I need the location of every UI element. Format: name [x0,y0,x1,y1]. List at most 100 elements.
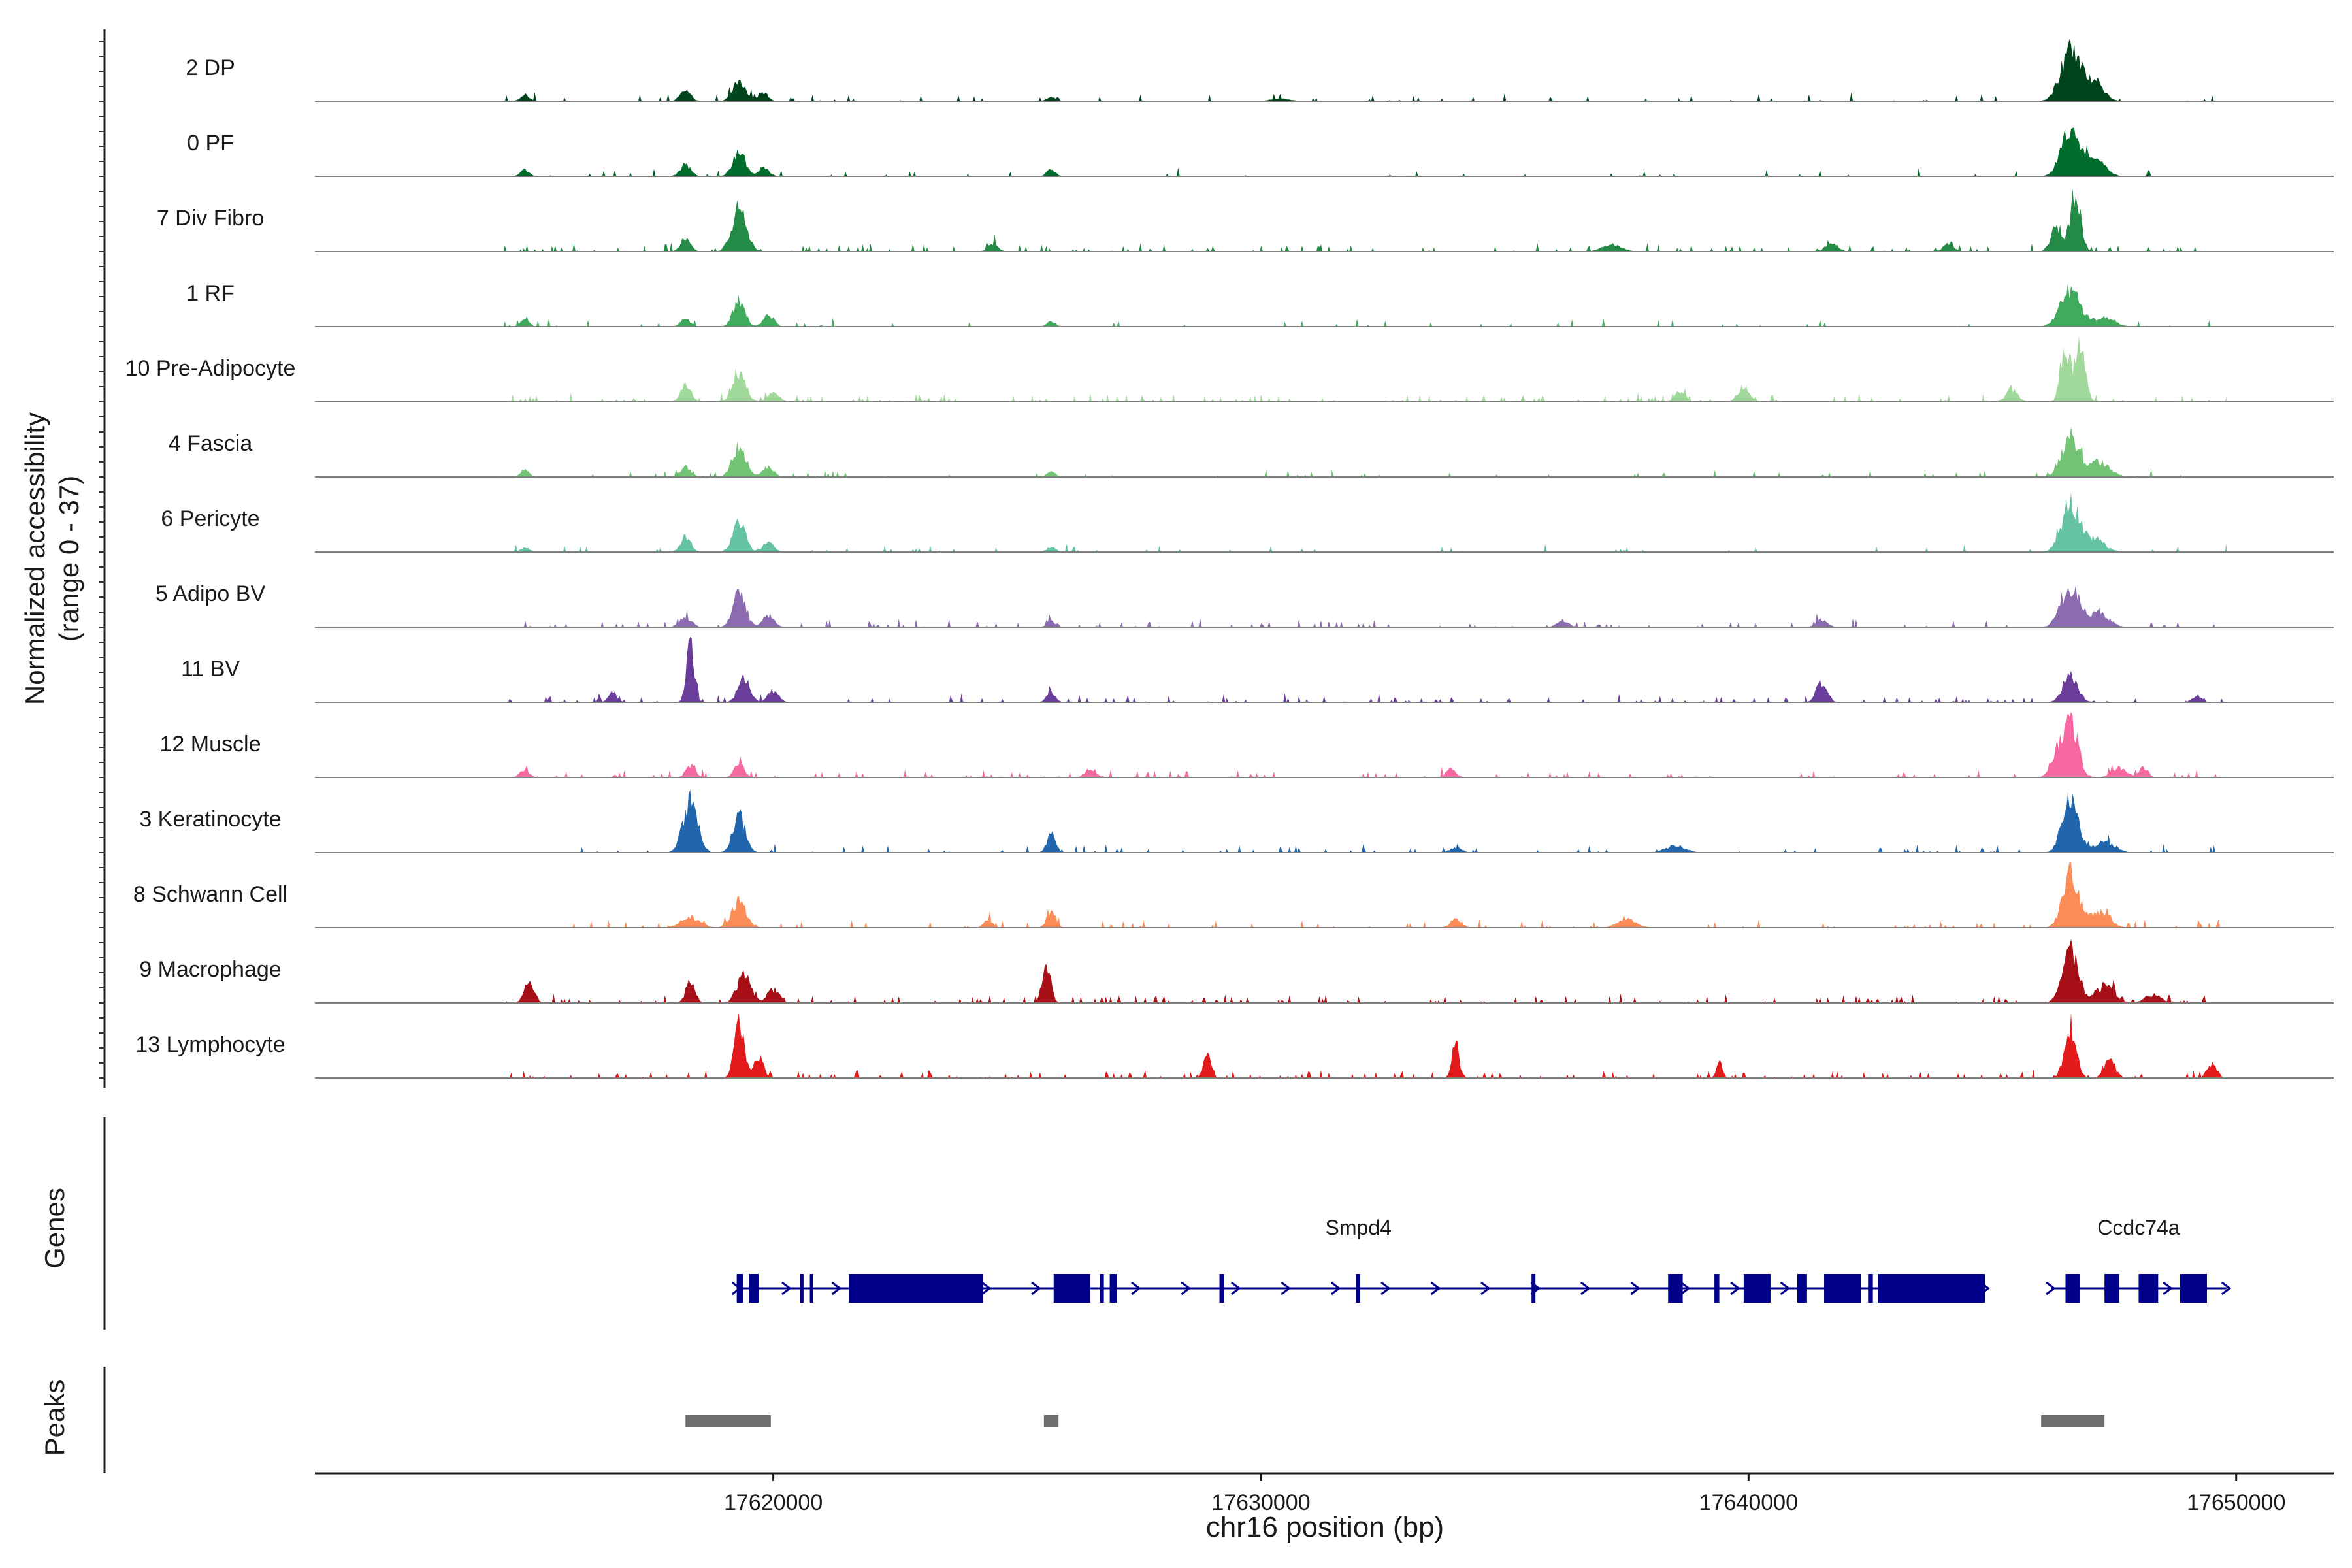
strand-arrow [1330,1281,1341,1296]
gene-ccdc74a: Ccdc74a [2046,1216,2232,1303]
strand-arrow [1231,1281,1241,1296]
coverage-area [500,493,2227,552]
strand-arrow [2046,1281,2056,1296]
strand-arrow [2221,1281,2232,1296]
gene-exon [1878,1274,1985,1303]
coverage-area [500,1013,2227,1078]
gene-exon [1743,1274,1771,1303]
gene-exon [809,1274,813,1303]
peaks-panel [685,1415,2105,1427]
peaks-panel-label: Peaks [39,1380,70,1456]
x-tick-label: 17640000 [1699,1490,1798,1515]
strand-arrow [1580,1281,1591,1296]
gene-exon [2104,1274,2119,1303]
coverage-area [500,282,2227,327]
y-axis-label-line2: (range 0 - 37) [54,476,84,642]
peak-region [2041,1415,2105,1427]
coverage-area [500,862,2227,928]
gene-name: Smpd4 [1326,1216,1392,1239]
gene-exon [2065,1274,2080,1303]
gene-smpd4: Smpd4 [731,1216,1990,1303]
strand-arrow [1031,1281,1041,1296]
peak-region [685,1415,771,1427]
x-axis-label: chr16 position (bp) [1206,1511,1444,1543]
gene-exon [1356,1274,1360,1303]
strand-arrow [2163,1281,2173,1296]
peak-region [1043,1415,1059,1427]
gene-exon [736,1274,743,1303]
gene-exon [2138,1274,2159,1303]
coverage-area [500,789,2227,853]
track-12: 8 Schwann Cell [133,862,2334,928]
gene-exon [1714,1274,1720,1303]
coverage-area [500,39,2227,102]
track-1: 2 DP [186,39,2334,102]
x-tick-label: 17630000 [1211,1490,1310,1515]
accessibility-tracks: 2 DP 0 PF 7 Div Fibro 1 RF 10 Pre-Adipocyte 4… [125,39,2334,1079]
strand-arrow [1131,1281,1141,1296]
strand-arrow [1730,1281,1740,1296]
track-13: 9 Macrophage [139,939,2334,1004]
coverage-area [500,427,2227,477]
track-label: 12 Muscle [160,732,261,757]
coverage-area [500,127,2227,176]
track-label: 3 Keratinocyte [139,807,281,832]
gene-exon [1668,1274,1683,1303]
track-2: 0 PF [187,127,2334,177]
track-11: 3 Keratinocyte [139,789,2334,853]
track-label: 6 Pericyte [161,506,259,531]
gene-exon [800,1274,804,1303]
strand-arrow [1480,1281,1491,1296]
gene-exon [849,1274,983,1303]
coverage-area [500,188,2227,252]
track-label: 1 RF [186,281,235,306]
track-14: 13 Lymphocyte [135,1013,2334,1079]
strand-arrow [1630,1281,1641,1296]
gene-exon [1531,1274,1536,1303]
gene-exon [1868,1274,1873,1303]
strand-arrow [981,1281,992,1296]
strand-arrow [1181,1281,1191,1296]
strand-arrow [781,1281,792,1296]
gene-exon [1797,1274,1807,1303]
coverage-area [500,637,2227,702]
track-4: 1 RF [186,281,2334,327]
coverage-area [500,336,2227,402]
gene-exon [1100,1274,1104,1303]
genes-panel-label: Genes [39,1188,70,1269]
x-tick-label: 17650000 [2187,1490,2285,1515]
track-label: 5 Adipo BV [155,581,266,606]
strand-arrow [1281,1281,1291,1296]
gene-exon [1824,1274,1861,1303]
track-7: 6 Pericyte [161,493,2334,553]
strand-arrow [831,1281,841,1296]
gene-exon [1053,1274,1090,1303]
x-tick-label: 17620000 [724,1490,823,1515]
strand-arrow [1680,1281,1691,1296]
track-label: 9 Macrophage [139,957,281,982]
coverage-area [500,712,2227,777]
track-8: 5 Adipo BV [155,581,2334,628]
track-label: 2 DP [186,56,235,80]
track-6: 4 Fascia [169,427,2334,478]
strand-arrow [1430,1281,1441,1296]
track-label: 10 Pre-Adipocyte [125,356,296,381]
gene-name: Ccdc74a [2097,1216,2180,1239]
coverage-area [500,585,2227,627]
track-3: 7 Div Fibro [157,188,2334,252]
track-label: 8 Schwann Cell [133,882,287,907]
track-label: 4 Fascia [169,431,253,456]
track-label: 7 Div Fibro [157,206,264,231]
track-label: 13 Lymphocyte [135,1032,285,1057]
track-9: 11 BV [181,637,2334,703]
coverage-area [500,939,2227,1003]
track-label: 11 BV [181,657,240,681]
track-10: 12 Muscle [160,712,2334,778]
gene-exon [2180,1274,2207,1303]
strand-arrow [1380,1281,1391,1296]
track-5: 10 Pre-Adipocyte [125,336,2334,402]
y-axis-label-line1: Normalized accessibility [20,412,50,705]
track-label: 0 PF [187,131,234,155]
genes-panel: Smpd4 Ccdc74a [731,1216,2232,1303]
